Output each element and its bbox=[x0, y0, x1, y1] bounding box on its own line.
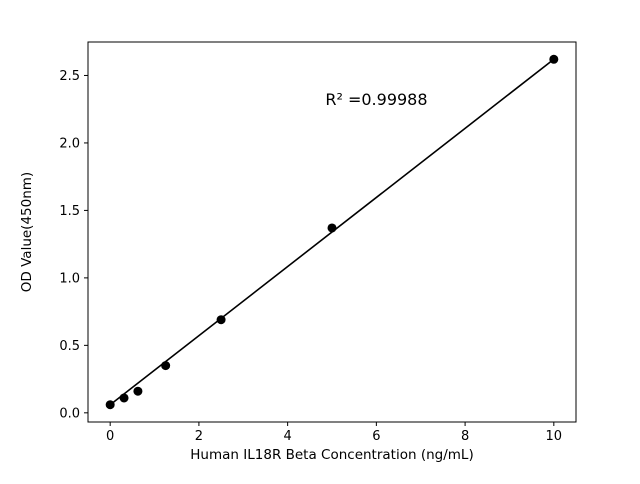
y-tick-label: 2.5 bbox=[59, 69, 80, 84]
x-tick-label: 10 bbox=[546, 429, 563, 444]
x-tick-label: 2 bbox=[195, 429, 203, 444]
plot-border bbox=[87, 41, 577, 423]
y-tick-label: 1.5 bbox=[59, 204, 80, 219]
y-axis-label: OD Value(450nm) bbox=[19, 172, 35, 292]
data-point bbox=[216, 315, 226, 325]
x-tick-label: 6 bbox=[372, 429, 380, 444]
y-tick-label: 2.0 bbox=[59, 136, 80, 151]
x-tick-label: 4 bbox=[283, 429, 291, 444]
y-tick-label: 0.5 bbox=[59, 339, 80, 354]
data-point bbox=[161, 361, 171, 371]
data-point bbox=[549, 54, 559, 64]
r-squared-annotation: R² =0.99988 bbox=[325, 90, 427, 109]
y-tick-label: 1.0 bbox=[59, 271, 80, 286]
y-tick-label: 0.0 bbox=[59, 406, 80, 421]
data-point bbox=[105, 400, 115, 410]
x-axis-label: Human IL18R Beta Concentration (ng/mL) bbox=[190, 447, 473, 463]
data-point bbox=[133, 386, 143, 396]
data-point bbox=[119, 393, 129, 403]
x-tick-label: 8 bbox=[461, 429, 469, 444]
data-point bbox=[327, 223, 337, 233]
x-tick-label: 0 bbox=[106, 429, 114, 444]
